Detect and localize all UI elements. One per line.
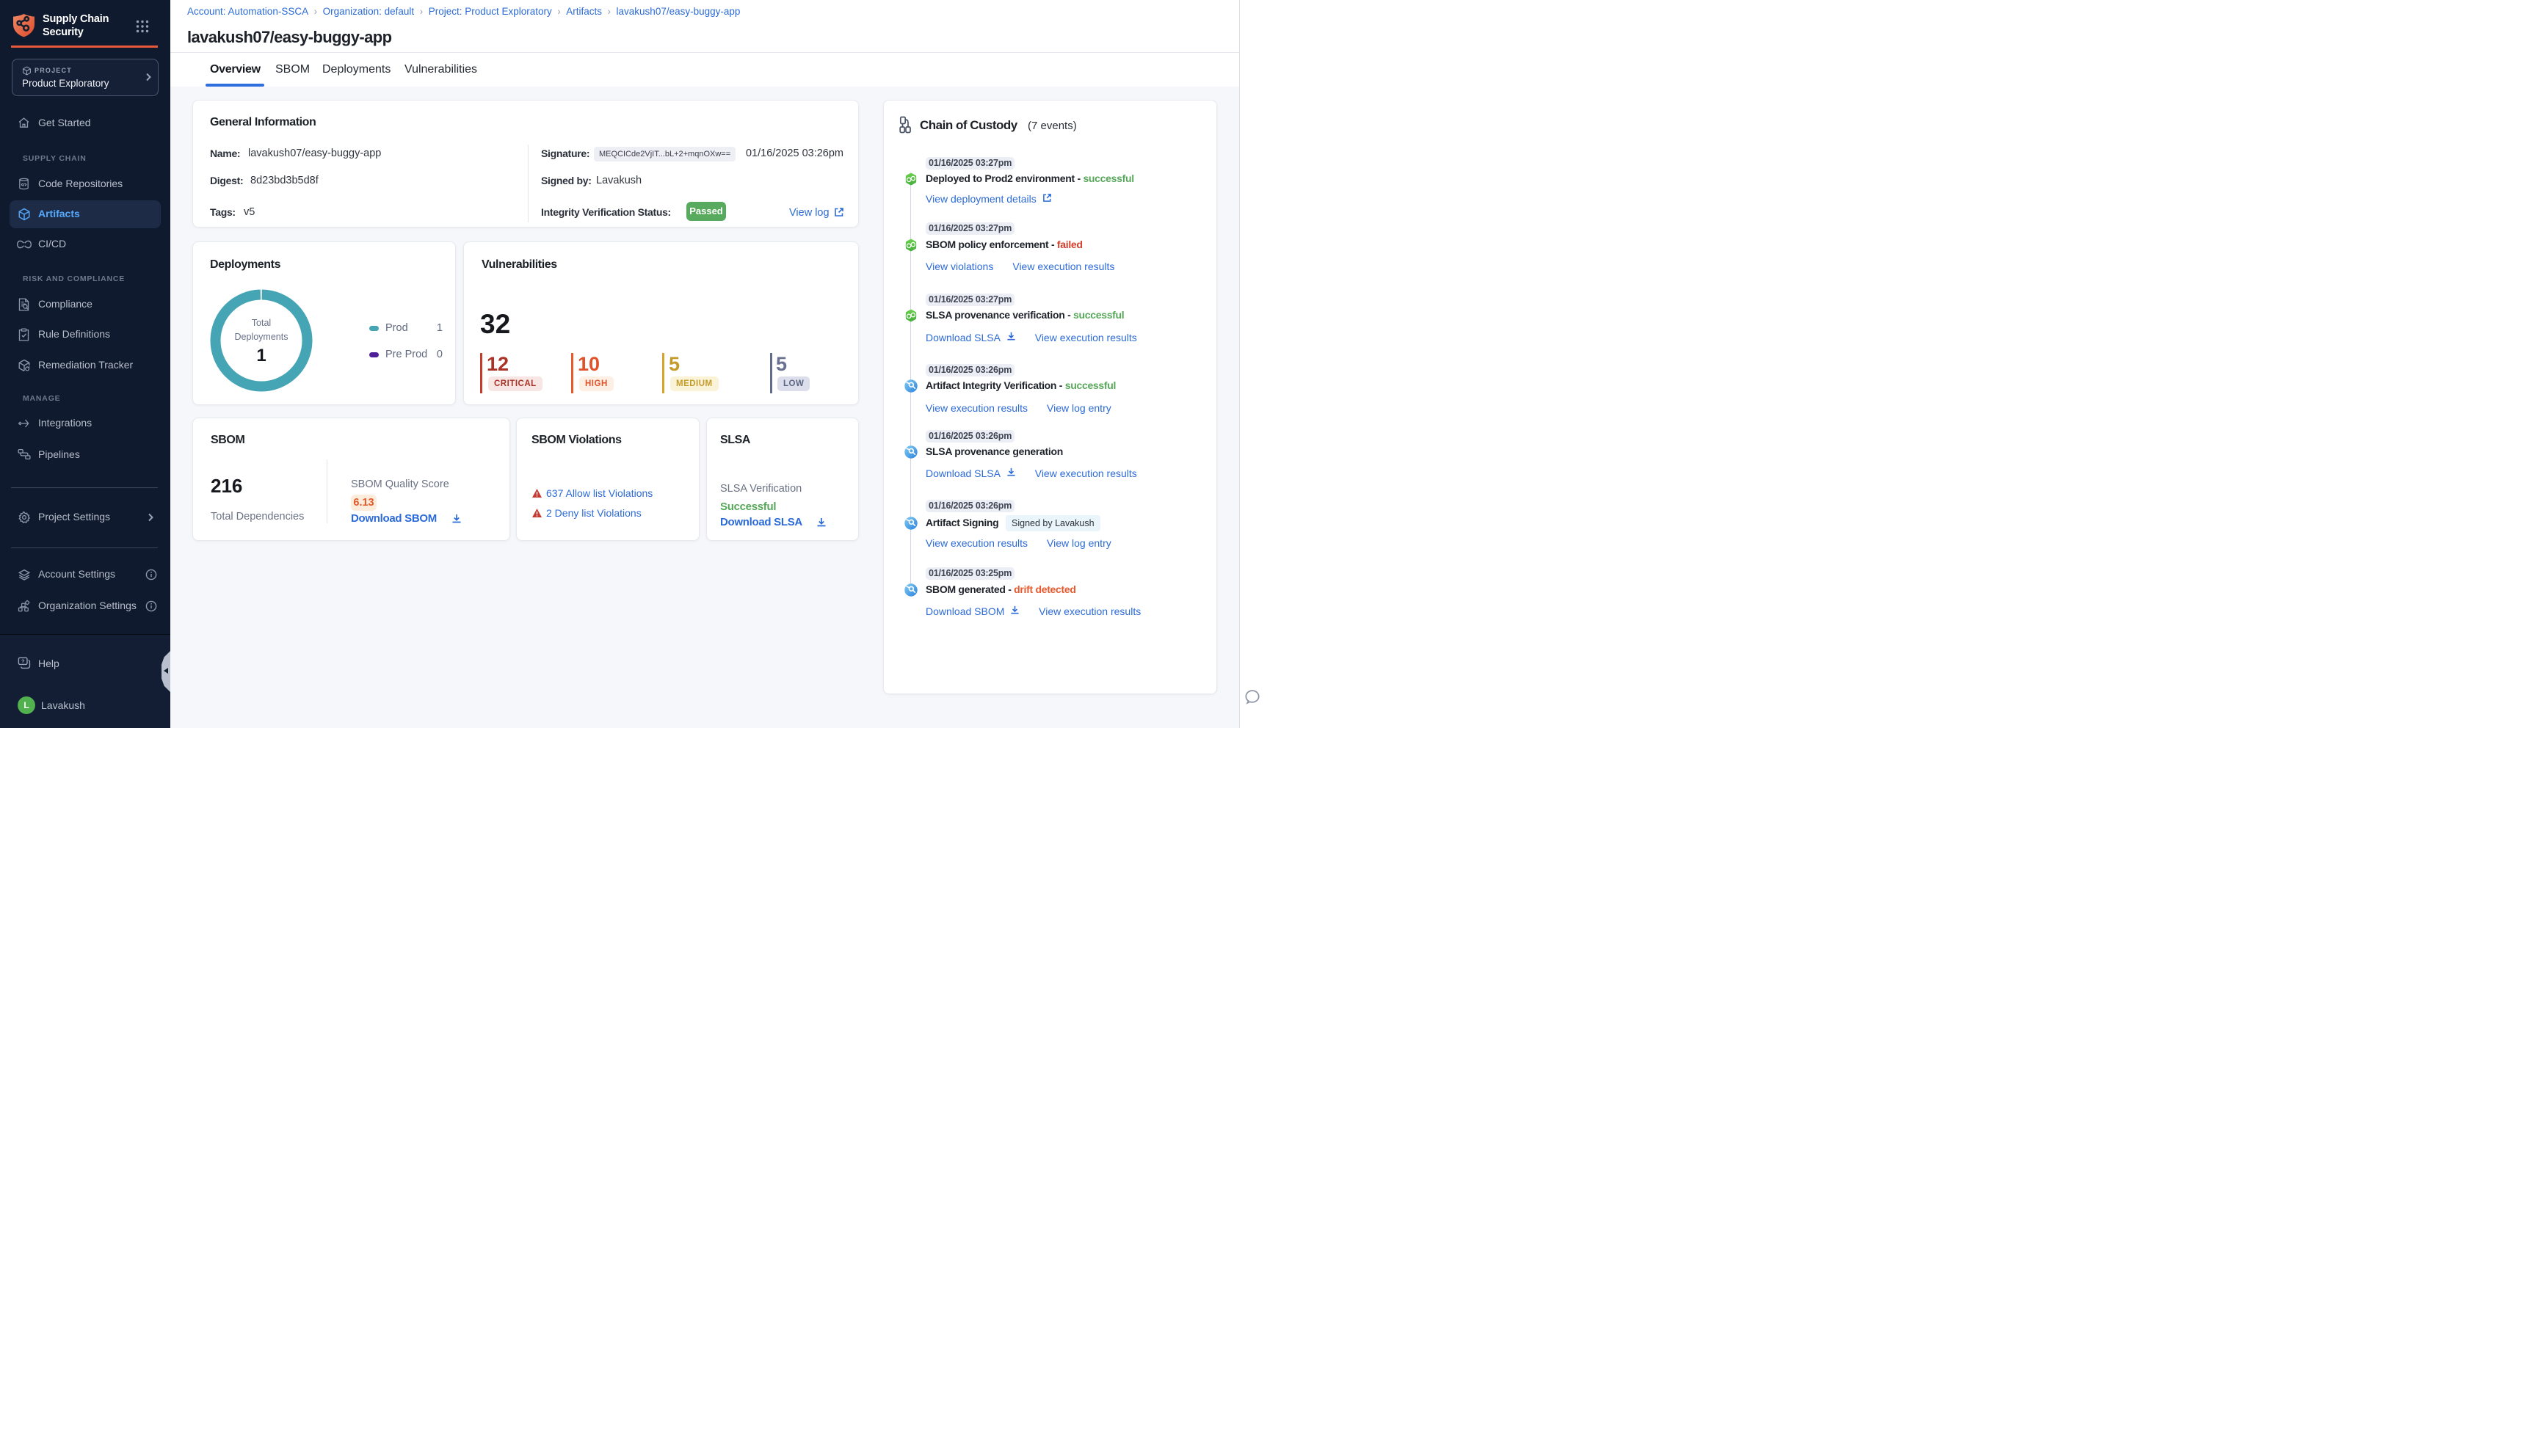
svg-text:?: ? (21, 658, 25, 665)
